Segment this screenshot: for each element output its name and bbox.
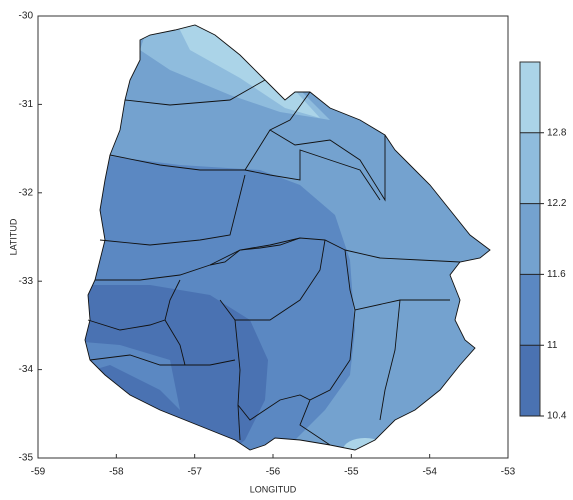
y-tick-label: -30 bbox=[19, 11, 34, 22]
x-tick-label: -54 bbox=[422, 467, 437, 478]
colorbar-band bbox=[520, 203, 540, 275]
colorbar-band bbox=[520, 345, 540, 416]
department-borders bbox=[84, 24, 491, 451]
colorbar-band bbox=[520, 132, 540, 204]
x-tick-label: -55 bbox=[344, 467, 359, 478]
y-axis-title: LATITUD bbox=[8, 218, 18, 255]
y-tick-label: -33 bbox=[19, 276, 34, 287]
y-tick-label: -31 bbox=[19, 99, 34, 110]
x-tick-label: -59 bbox=[31, 467, 46, 478]
colorbar-tick-label: 12.8 bbox=[547, 127, 567, 138]
colorbar-tick-label: 11.6 bbox=[547, 269, 566, 280]
colorbar-band bbox=[520, 62, 540, 133]
x-tick-label: -56 bbox=[266, 467, 281, 478]
colorbar-tick-label: 10.4 bbox=[547, 411, 567, 422]
colorbar-tick-label: 12.2 bbox=[547, 198, 567, 209]
x-axis-title: LONGITUD bbox=[250, 484, 297, 494]
y-tick-label: -35 bbox=[19, 453, 34, 464]
colorbar-tick-label: 11 bbox=[547, 340, 558, 351]
y-tick-label: -34 bbox=[19, 364, 34, 375]
x-tick-label: -53 bbox=[501, 467, 516, 478]
x-tick-label: -57 bbox=[187, 467, 202, 478]
x-tick-label: -58 bbox=[109, 467, 124, 478]
y-tick-label: -32 bbox=[19, 187, 34, 198]
colorbar-band bbox=[520, 274, 540, 346]
